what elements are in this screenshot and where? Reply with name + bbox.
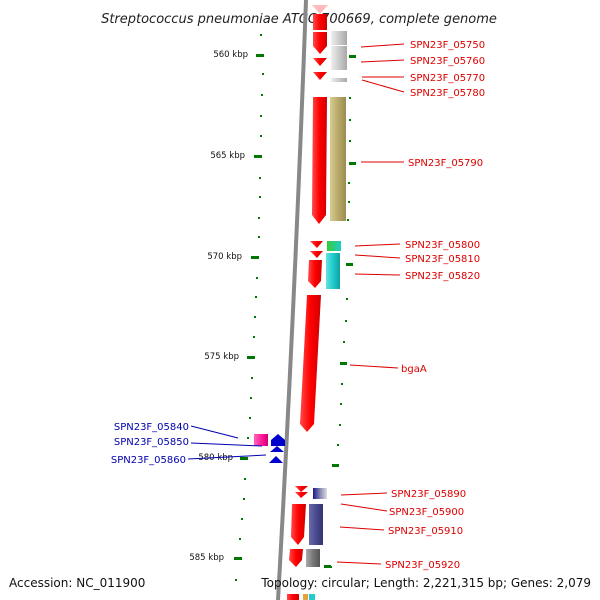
feature-05900-05910 [309, 504, 323, 545]
gene-label: SPN23F_05900 [389, 507, 464, 518]
reverse-features [254, 434, 285, 463]
feature-05810-05820 [326, 253, 340, 289]
topology-info: Topology: circular; Length: 2,221,315 bp… [260, 576, 591, 590]
gene-label: SPN23F_05840 [114, 422, 189, 433]
feature-05840 [254, 434, 268, 446]
kbp-label: 585 kbp [189, 553, 224, 563]
cds-arrow [308, 260, 322, 288]
cds-arrow [310, 241, 323, 248]
gene-label: bgaA [401, 364, 427, 375]
gene-label: SPN23F_05810 [405, 254, 480, 265]
cds-arrow [295, 492, 308, 498]
feature-edge-b [309, 594, 315, 600]
gene-label: SPN23F_05860 [111, 455, 186, 466]
cds-arrow [310, 251, 323, 258]
genome-backbone [276, 0, 308, 600]
kbp-tick-575 [247, 356, 255, 359]
gene-label: SPN23F_05780 [410, 88, 485, 99]
kbp-tick-570 [251, 256, 259, 259]
feature-05800 [327, 241, 341, 251]
kbp-tick-585 [234, 557, 242, 560]
cds-arrow [295, 486, 308, 492]
kbp-tick-560 [256, 54, 264, 57]
cds-arrow [312, 97, 327, 224]
scale-track [235, 34, 264, 581]
gene-leaders-forward [336, 43, 405, 565]
feature-05850 [271, 434, 285, 446]
gene-label: SPN23F_05750 [410, 40, 485, 51]
cds-arrow [287, 594, 299, 600]
cds-arrow [313, 14, 327, 30]
gene-label: SPN23F_05890 [391, 489, 466, 500]
kbp-label: 565 kbp [210, 151, 245, 161]
feature-05790 [330, 97, 346, 221]
kbp-tick-565 [254, 155, 262, 158]
kbp-ticks [234, 54, 264, 560]
gene-label: SPN23F_05920 [385, 560, 460, 571]
kbp-label: 575 kbp [204, 352, 239, 362]
gene-leaders-reverse [187, 425, 267, 460]
feature-05750 [331, 31, 347, 45]
feature-05890 [313, 488, 327, 499]
feature-edge-a [303, 594, 308, 600]
cds-arrow-top [312, 5, 328, 14]
gene-label: SPN23F_05790 [408, 158, 483, 169]
cds-arrow [300, 295, 321, 432]
cds-track [287, 5, 328, 600]
kbp-label: 560 kbp [213, 50, 248, 60]
feature-05770 [331, 78, 347, 82]
gene-leader-ticks [324, 55, 356, 568]
kbp-label: 570 kbp [207, 252, 242, 262]
accession-label: Accession: NC_011900 [9, 576, 145, 590]
feature-track [303, 31, 347, 600]
gene-label: SPN23F_05770 [410, 73, 485, 84]
feature-05760 [331, 46, 347, 70]
gene-label: SPN23F_05760 [410, 56, 485, 67]
feature-05860b [269, 456, 283, 463]
gene-label: SPN23F_05800 [405, 240, 480, 251]
kbp-tick-580 [240, 457, 248, 460]
gene-label: SPN23F_05850 [114, 437, 189, 448]
cds-arrow [313, 32, 327, 54]
feature-05860 [270, 446, 284, 452]
gene-label: SPN23F_05910 [388, 526, 463, 537]
gene-labels-reverse: SPN23F_05840 SPN23F_05850 SPN23F_05860 [111, 422, 189, 466]
gene-labels-forward: SPN23F_05750 SPN23F_05760 SPN23F_05770 S… [385, 40, 485, 571]
kbp-labels: 560 kbp 565 kbp 570 kbp 575 kbp 580 kbp … [189, 50, 248, 563]
gene-label: SPN23F_05820 [405, 271, 480, 282]
feature-05920 [306, 549, 320, 567]
genome-title: Streptococcus pneumoniae ATCC 700669, co… [101, 12, 497, 27]
cds-arrow [289, 549, 303, 567]
cds-arrow [313, 58, 327, 66]
cds-arrow [291, 504, 306, 545]
cds-arrow [313, 72, 327, 80]
